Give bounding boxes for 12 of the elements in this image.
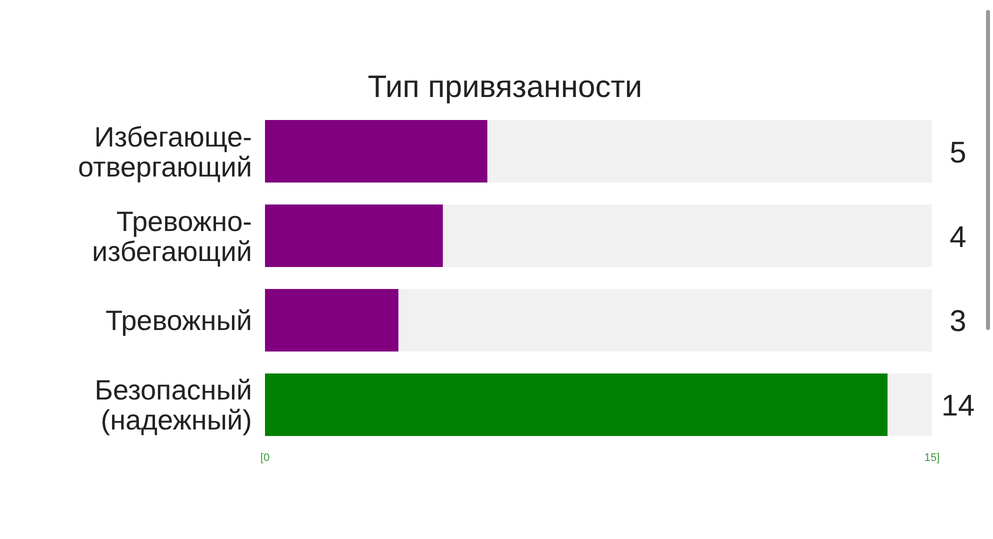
y-tick-label: Избегающе- отвергающий [78, 121, 252, 182]
x-tick-label: 15] [924, 452, 940, 464]
y-tick-label: Безопасный (надежный) [94, 374, 252, 436]
data-label: 3 [950, 305, 966, 338]
data-label: 14 [941, 390, 975, 423]
x-tick-label: [0 [260, 452, 270, 464]
y-tick-label: Тревожный [106, 305, 252, 336]
bar [265, 288, 398, 352]
chart-title: Тип привязанности [368, 69, 642, 104]
y-tick-label: Тревожно- избегающий [92, 206, 252, 267]
data-label: 5 [950, 136, 966, 170]
data-label: 4 [950, 220, 966, 254]
